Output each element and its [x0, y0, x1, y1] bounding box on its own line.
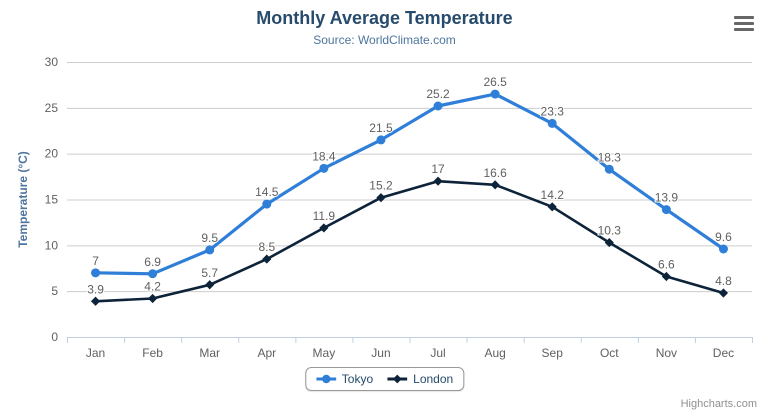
data-label-london: 17 — [431, 162, 445, 176]
hamburger-icon — [734, 16, 754, 19]
data-label-london: 15.2 — [369, 179, 393, 193]
data-label-london: 16.6 — [483, 166, 507, 180]
data-point-tokyo-jun[interactable] — [376, 135, 386, 145]
y-axis-label: 15 — [45, 193, 59, 207]
legend-glyph-london — [392, 374, 402, 384]
data-point-tokyo-feb[interactable] — [148, 269, 158, 279]
x-axis-label: Aug — [484, 346, 505, 360]
data-label-london: 11.9 — [313, 209, 336, 223]
data-point-london-mar[interactable] — [205, 280, 215, 290]
legend-label-london: London — [413, 372, 454, 386]
data-label-tokyo: 7 — [92, 254, 99, 268]
x-axis-label: Apr — [257, 346, 276, 360]
data-point-tokyo-apr[interactable] — [262, 199, 272, 209]
x-axis-label: Jan — [86, 346, 105, 360]
data-point-london-jun[interactable] — [376, 193, 386, 203]
legend-marker-london — [387, 374, 408, 384]
data-label-tokyo: 6.9 — [144, 255, 161, 269]
credits-link[interactable]: Highcharts.com — [680, 398, 757, 410]
data-point-tokyo-sep[interactable] — [547, 118, 557, 128]
data-point-london-jul[interactable] — [433, 176, 443, 186]
series-line-london — [94, 179, 725, 303]
x-axis-label: Oct — [600, 346, 619, 360]
data-point-london-nov[interactable] — [661, 271, 671, 282]
data-point-london-may[interactable] — [319, 223, 329, 233]
data-point-tokyo-aug[interactable] — [490, 89, 500, 99]
x-axis-label: Dec — [713, 346, 734, 360]
x-axis-label: Jun — [371, 346, 390, 360]
hamburger-icon — [734, 28, 754, 31]
y-axis-label: 25 — [45, 101, 59, 115]
data-point-tokyo-may[interactable] — [319, 163, 329, 173]
data-point-tokyo-jan[interactable] — [91, 268, 101, 278]
data-point-tokyo-mar[interactable] — [205, 245, 215, 255]
data-point-london-oct[interactable] — [604, 237, 614, 248]
x-axis-label: Feb — [142, 346, 163, 360]
context-menu-button[interactable] — [734, 16, 756, 31]
series-line-tokyo — [93, 92, 726, 276]
y-axis-label: 5 — [51, 284, 58, 298]
data-point-tokyo-oct[interactable] — [604, 164, 614, 174]
data-label-tokyo: 9.5 — [201, 231, 218, 245]
data-label-london: 4.8 — [715, 274, 732, 288]
data-point-tokyo-dec[interactable] — [718, 244, 728, 254]
data-label-tokyo: 23.3 — [541, 104, 565, 118]
x-axis-label: Sep — [542, 346, 564, 360]
x-axis-label: Nov — [656, 346, 677, 360]
data-label-tokyo: 13.9 — [655, 191, 679, 205]
data-label-london: 8.5 — [258, 240, 275, 254]
data-point-london-feb[interactable] — [148, 293, 158, 304]
data-label-tokyo: 18.4 — [312, 149, 336, 163]
data-label-london: 3.9 — [87, 282, 104, 296]
hamburger-icon — [734, 22, 754, 25]
data-point-tokyo-jul[interactable] — [433, 101, 443, 111]
data-label-tokyo: 9.6 — [715, 230, 732, 244]
data-label-tokyo: 25.2 — [426, 87, 450, 101]
y-axis-label: 0 — [51, 330, 58, 344]
data-label-tokyo: 21.5 — [369, 121, 393, 135]
data-label-tokyo: 26.5 — [483, 75, 507, 89]
x-axis-label: Jul — [430, 346, 445, 360]
data-point-london-jan[interactable] — [90, 296, 101, 306]
data-label-london: 10.3 — [598, 224, 622, 238]
y-axis-label: 20 — [45, 147, 59, 161]
legend-item-tokyo[interactable]: Tokyo — [315, 372, 374, 386]
data-label-tokyo: 14.5 — [255, 185, 279, 199]
data-label-tokyo: 18.3 — [598, 150, 622, 164]
data-point-london-sep[interactable] — [547, 202, 557, 212]
data-point-london-apr[interactable] — [262, 254, 272, 264]
legend-item-london[interactable]: London — [387, 372, 453, 386]
y-axis-title: Temperature (°C) — [16, 151, 30, 248]
data-point-tokyo-nov[interactable] — [661, 205, 671, 215]
x-axis-label: May — [313, 346, 336, 360]
data-point-london-dec[interactable] — [718, 288, 729, 298]
data-label-london: 14.2 — [541, 188, 565, 202]
legend-glyph-tokyo — [321, 374, 330, 384]
data-label-london: 4.2 — [144, 280, 161, 294]
data-point-london-aug[interactable] — [490, 180, 500, 190]
x-axis-label: Mar — [199, 346, 220, 360]
chart-title: Monthly Average Temperature — [256, 8, 513, 28]
legend-marker-tokyo — [315, 374, 336, 384]
data-label-london: 6.6 — [658, 258, 675, 272]
y-axis-label: 30 — [45, 55, 59, 69]
legend-label-tokyo: Tokyo — [341, 372, 374, 386]
chart-subtitle: Source: WorldClimate.com — [313, 33, 456, 47]
legend: Tokyo London — [304, 367, 465, 391]
y-axis-label: 10 — [45, 238, 59, 252]
data-label-london: 5.7 — [201, 266, 218, 280]
